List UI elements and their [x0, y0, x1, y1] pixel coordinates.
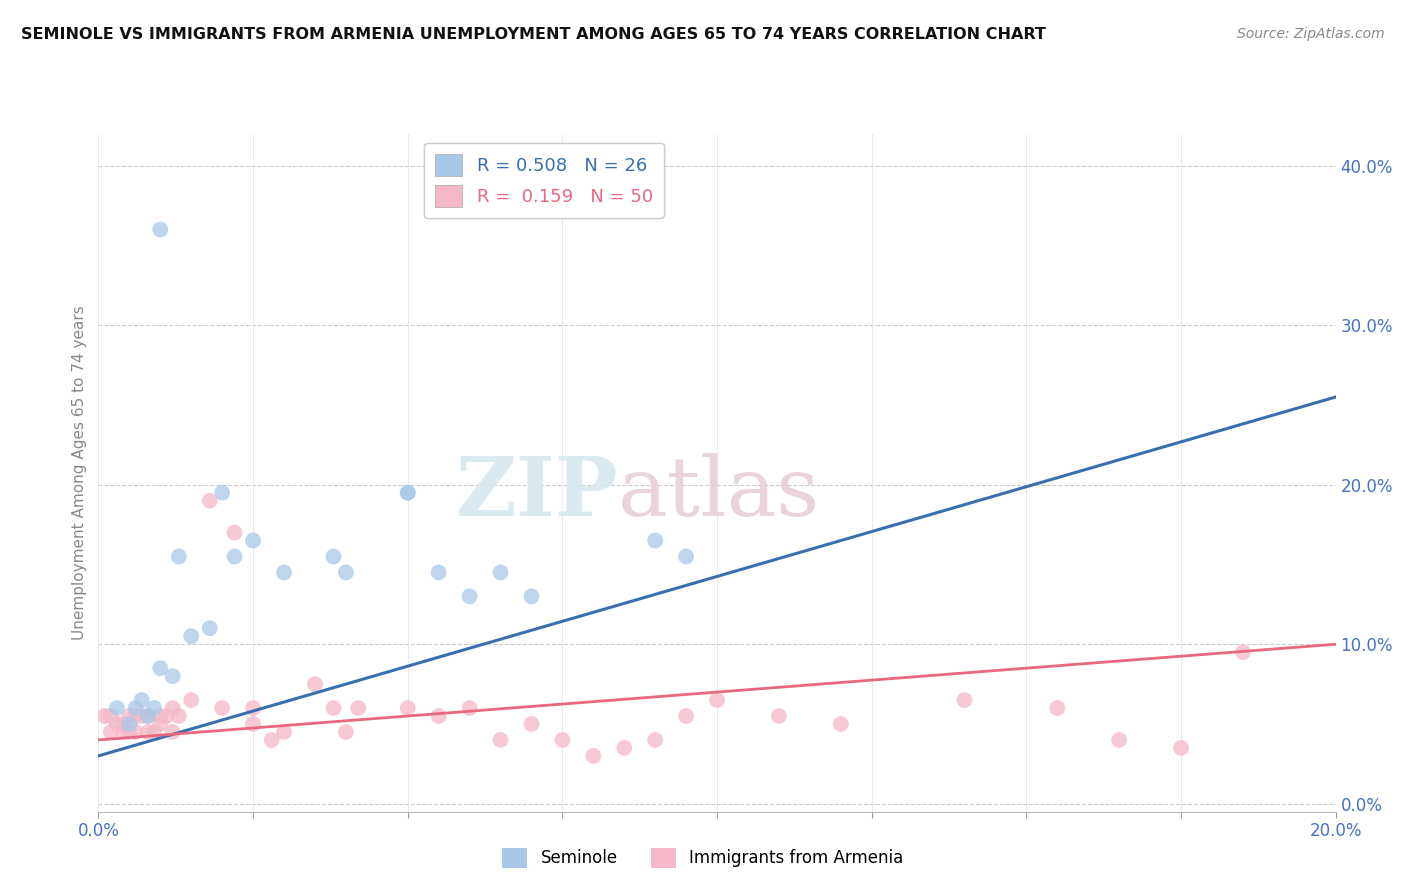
Point: [768, 709, 790, 723]
Point: [335, 725, 357, 739]
Point: [1170, 740, 1192, 755]
Point: [489, 733, 512, 747]
Point: [93, 709, 115, 723]
Point: [136, 709, 159, 723]
Point: [136, 709, 159, 723]
Point: [644, 533, 666, 548]
Point: [162, 725, 184, 739]
Y-axis label: Unemployment Among Ages 65 to 74 years: Unemployment Among Ages 65 to 74 years: [72, 305, 87, 640]
Point: [613, 740, 636, 755]
Legend: Seminole, Immigrants from Armenia: Seminole, Immigrants from Armenia: [496, 841, 910, 875]
Point: [830, 717, 852, 731]
Point: [582, 748, 605, 763]
Point: [112, 725, 135, 739]
Point: [198, 621, 221, 635]
Point: [706, 693, 728, 707]
Point: [211, 485, 233, 500]
Point: [100, 709, 122, 723]
Point: [335, 566, 357, 580]
Point: [224, 549, 246, 564]
Point: [273, 725, 295, 739]
Point: [149, 222, 172, 236]
Point: [167, 709, 190, 723]
Point: [149, 717, 172, 731]
Point: [155, 709, 177, 723]
Point: [211, 701, 233, 715]
Text: Source: ZipAtlas.com: Source: ZipAtlas.com: [1237, 27, 1385, 41]
Point: [118, 725, 141, 739]
Point: [124, 701, 146, 715]
Point: [1046, 701, 1069, 715]
Point: [198, 493, 221, 508]
Point: [675, 709, 697, 723]
Point: [1232, 645, 1254, 659]
Point: [131, 709, 153, 723]
Point: [458, 701, 481, 715]
Point: [427, 709, 450, 723]
Point: [396, 701, 419, 715]
Point: [162, 669, 184, 683]
Point: [489, 566, 512, 580]
Point: [273, 566, 295, 580]
Point: [347, 701, 370, 715]
Point: [396, 485, 419, 500]
Point: [551, 733, 574, 747]
Point: [118, 709, 141, 723]
Point: [427, 566, 450, 580]
Point: [112, 717, 135, 731]
Point: [520, 717, 543, 731]
Text: atlas: atlas: [619, 453, 820, 533]
Point: [396, 485, 419, 500]
Point: [242, 717, 264, 731]
Point: [260, 733, 283, 747]
Point: [149, 709, 172, 723]
Point: [304, 677, 326, 691]
Point: [143, 701, 166, 715]
Point: [224, 525, 246, 540]
Point: [105, 717, 128, 731]
Point: [131, 693, 153, 707]
Point: [520, 590, 543, 604]
Text: ZIP: ZIP: [456, 453, 619, 533]
Point: [149, 661, 172, 675]
Point: [644, 733, 666, 747]
Point: [242, 533, 264, 548]
Point: [124, 725, 146, 739]
Point: [458, 590, 481, 604]
Text: SEMINOLE VS IMMIGRANTS FROM ARMENIA UNEMPLOYMENT AMONG AGES 65 TO 74 YEARS CORRE: SEMINOLE VS IMMIGRANTS FROM ARMENIA UNEM…: [21, 27, 1046, 42]
Point: [124, 709, 146, 723]
Point: [180, 693, 202, 707]
Legend: R = 0.508   N = 26, R =  0.159   N = 50: R = 0.508 N = 26, R = 0.159 N = 50: [425, 143, 664, 218]
Point: [1108, 733, 1130, 747]
Point: [143, 725, 166, 739]
Point: [167, 549, 190, 564]
Point: [322, 549, 344, 564]
Point: [180, 629, 202, 643]
Point: [675, 549, 697, 564]
Point: [118, 717, 141, 731]
Point: [162, 701, 184, 715]
Point: [242, 701, 264, 715]
Point: [953, 693, 976, 707]
Point: [322, 701, 344, 715]
Point: [105, 701, 128, 715]
Point: [136, 725, 159, 739]
Point: [100, 725, 122, 739]
